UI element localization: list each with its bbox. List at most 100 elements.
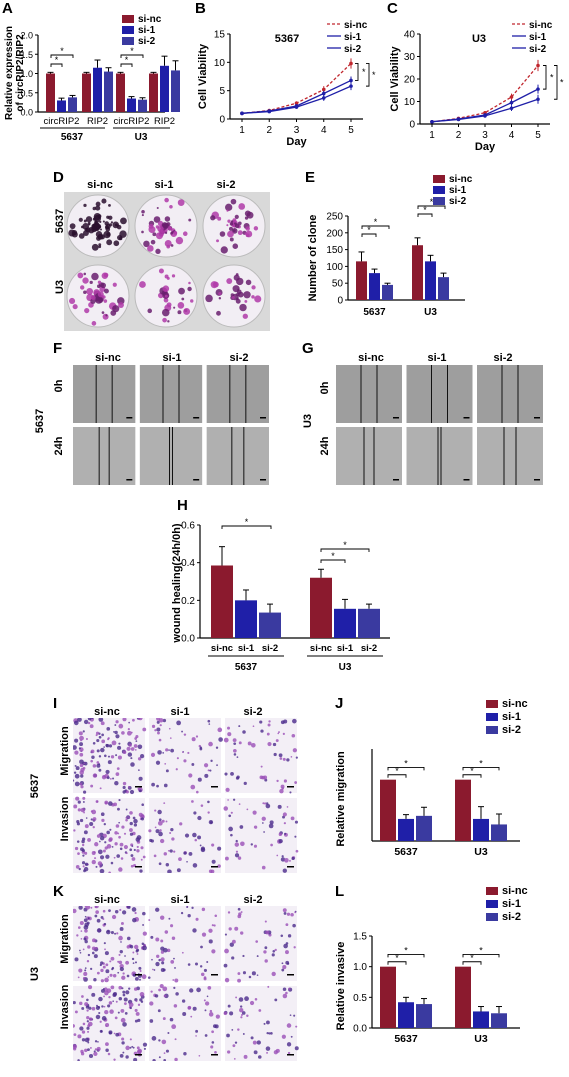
chart-l-legend-label-si-2: si-2 <box>502 911 521 923</box>
chart-a-bar-si-1-1 <box>93 67 102 112</box>
chart-a-bar-si-2-1 <box>104 71 113 112</box>
chart-e-sig-2 <box>361 225 390 229</box>
chart-h-sig-1-star: * <box>245 517 249 527</box>
chart-e-sig-1-star: * <box>367 225 371 235</box>
wound-5637-time-24h: 24h <box>53 436 65 456</box>
wound-5637-time-0h: 0h <box>53 379 65 393</box>
chart-a-bar-si-nc-3 <box>149 73 158 112</box>
chart-a-y-tick-label: 0.0 <box>20 108 33 118</box>
chart-j-bar-si-2-0 <box>416 815 432 841</box>
chart-h-sig-3 <box>320 548 370 552</box>
chart-l-ylabel: Relative invasive <box>335 942 347 1031</box>
chart-a-sig-1-star: * <box>60 46 64 56</box>
chart-b-x-tick-label: 4 <box>321 125 327 136</box>
chart-b-title: 5367 <box>275 33 299 45</box>
chart-l-bar-si-1-0 <box>398 1002 414 1028</box>
chart-b-legend-label-si-nc: si-nc <box>344 20 368 31</box>
transwell-5637-invasion-label: Invasion <box>59 796 71 842</box>
chart-c-sig-1 <box>543 65 547 90</box>
chart-b-point-si-2 <box>267 109 272 114</box>
chart-j-sig-1-star: * <box>395 766 399 776</box>
chart-j-legend-swatch-si-2 <box>486 726 498 734</box>
chart-b-point-si-2 <box>321 96 326 100</box>
chart-e-legend-label-si-nc: si-nc <box>449 174 473 185</box>
panel-label-l: L <box>335 883 345 900</box>
chart-a-sig-3-star: * <box>130 46 134 56</box>
chart-a-y-tick-label: 0.5 <box>20 88 33 98</box>
chart-b-sig-2-star: * <box>372 70 376 80</box>
chart-l-bar-si-2-1 <box>491 1013 507 1028</box>
chart-c-point-si-nc <box>509 95 514 99</box>
chart-h-group-label-U3: U3 <box>339 662 352 673</box>
chart-c-sig-1-star: * <box>550 72 554 82</box>
chart-a-bar-si-2-2 <box>138 99 147 112</box>
chart-a-sig-4 <box>120 63 133 67</box>
chart-a-bar-si-1-2 <box>127 98 136 112</box>
chart-l: 0.0 0.5 1.0 1.5 Relative invasive 5637 U3 * * * * s… <box>335 885 528 1045</box>
chart-l-bar-si-nc-1 <box>455 966 471 1028</box>
chart-c-x-tick-label: 1 <box>429 130 435 141</box>
chart-e-legend-label-si-1: si-1 <box>449 185 467 196</box>
chart-l-sig-4-star: * <box>479 945 483 955</box>
chart-c-xlabel: Day <box>475 141 496 153</box>
chart-j-sig-3-star: * <box>470 766 474 776</box>
chart-c-sig-2 <box>554 65 558 100</box>
chart-h-y-tick-label: 0.0 <box>181 634 195 645</box>
chart-l-x-tick-label: 5637 <box>394 1033 418 1045</box>
chart-c-sig-2-star: * <box>560 77 564 87</box>
chart-a-legend-label-si-nc: si-nc <box>138 14 162 25</box>
transwell-5637-cell-line: 5637 <box>29 773 41 799</box>
chart-c-legend-label-si-2: si-2 <box>529 44 547 55</box>
chart-j-sig-4-star: * <box>479 758 483 768</box>
chart-b-line-si-2 <box>241 85 352 114</box>
chart-a-y-tick-label: 1.5 <box>20 50 33 60</box>
panel-label-k: K <box>53 883 64 900</box>
chart-e-y-tick-label: 100 <box>326 262 343 273</box>
chart-b-xlabel: Day <box>286 136 307 148</box>
chart-c-title: U3 <box>472 33 486 45</box>
chart-a-legend-swatch-si-1 <box>122 26 134 34</box>
transwell-5637-header-si-2: si-2 <box>243 706 263 718</box>
chart-h-group-label-5637: 5637 <box>235 662 258 673</box>
chart-c-x-tick-label: 3 <box>482 130 488 141</box>
chart-l-bar-si-1-1 <box>473 1011 489 1028</box>
chart-a-group-label-u3: U3 <box>135 132 148 143</box>
panel-label-f: F <box>53 340 63 357</box>
chart-l-legend-swatch-si-1 <box>486 900 498 908</box>
chart-a-sig-1 <box>50 54 74 58</box>
chart-h-x-tick-label: si-2 <box>361 643 377 654</box>
chart-b-sig-2 <box>366 63 370 87</box>
chart-j-x-tick-label: 5637 <box>394 846 418 858</box>
colony-header-si-2: si-2 <box>216 179 236 191</box>
chart-a-bar-si-2-0 <box>68 97 77 112</box>
chart-b-x-tick-label: 2 <box>266 125 272 136</box>
chart-c-line-si-2 <box>431 98 539 123</box>
chart-e-x-tick-label: 5637 <box>363 307 386 318</box>
chart-b-y-tick-label: 5 <box>219 86 225 97</box>
chart-h-ylabel: Relative rate ofwound healing(24h/0h) <box>170 523 183 644</box>
panel-label-d: D <box>53 169 64 186</box>
chart-e-legend-swatch-si-1 <box>433 186 445 194</box>
chart-e-sig-3-star: * <box>423 205 427 215</box>
chart-h-y-tick-label: 0.4 <box>181 558 195 569</box>
chart-e-bar-si-1-1 <box>425 261 436 300</box>
chart-b-y-tick-label: 0 <box>219 115 225 126</box>
chart-b-legend-label-si-1: si-1 <box>344 32 362 43</box>
wound-5637-header-si-2: si-2 <box>229 352 249 364</box>
chart-l-sig-1 <box>387 961 407 965</box>
chart-l-sig-2-star: * <box>404 945 408 955</box>
chart-b-point-si-2 <box>294 105 299 109</box>
chart-a-ylabel: Relative expressionof circRIP2/RIP2 <box>4 26 26 120</box>
chart-l-y-tick-label: 1.5 <box>353 932 367 943</box>
chart-c-y-tick-label: 30 <box>404 52 416 63</box>
chart-h-sig-1 <box>221 525 272 529</box>
chart-h-bar-si-1-0 <box>235 600 257 638</box>
chart-l-sig-1-star: * <box>395 953 399 963</box>
wound-u3-cell-line: U3 <box>302 413 314 429</box>
chart-a-group-label-5637: 5637 <box>61 132 84 143</box>
chart-e-legend-label-si-2: si-2 <box>449 196 467 207</box>
wound-u3-time-0h: 0h <box>319 381 331 395</box>
chart-b-point-si-nc <box>294 101 299 105</box>
